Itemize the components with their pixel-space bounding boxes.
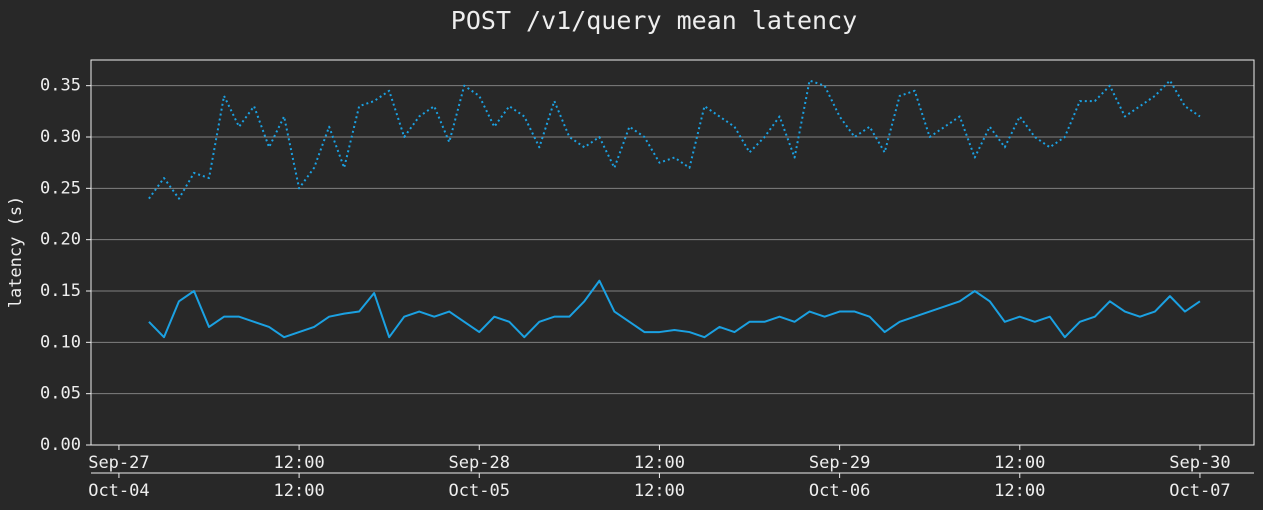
plot-frame — [90, 59, 1255, 446]
y-tick-label: 0.00 — [40, 435, 81, 455]
x2-tick-label: 12:00 — [994, 481, 1045, 501]
y-axis-label: latency (s) — [6, 196, 26, 309]
x2-tick-label: 12:00 — [274, 481, 325, 501]
x2-tick-label: 12:00 — [634, 481, 685, 501]
x2-tick-label: Oct-06 — [809, 481, 870, 501]
y-tick-label: 0.15 — [40, 281, 81, 301]
y-tick-label: 0.10 — [40, 332, 81, 352]
x-tick-label: 12:00 — [274, 453, 325, 473]
y-tick-label: 0.05 — [40, 384, 81, 404]
x-tick-label: Sep-27 — [88, 453, 149, 473]
x2-tick-label: Oct-07 — [1169, 481, 1230, 501]
y-tick-label: 0.25 — [40, 178, 81, 198]
x-tick-label: Sep-28 — [449, 453, 510, 473]
y-tick-label: 0.35 — [40, 76, 81, 96]
y-tick-label: 0.30 — [40, 127, 81, 147]
series-line — [148, 79, 1201, 200]
x-tick-label: Sep-29 — [809, 453, 870, 473]
x2-tick-label: Oct-05 — [449, 481, 510, 501]
chart-title: POST /v1/query mean latency — [451, 6, 857, 35]
y-tick-label: 0.20 — [40, 230, 81, 250]
series-line — [148, 279, 1201, 339]
x-tick-label: 12:00 — [994, 453, 1045, 473]
x-tick-label: Sep-30 — [1169, 453, 1230, 473]
x-tick-label: 12:00 — [634, 453, 685, 473]
x2-tick-label: Oct-04 — [88, 481, 149, 501]
